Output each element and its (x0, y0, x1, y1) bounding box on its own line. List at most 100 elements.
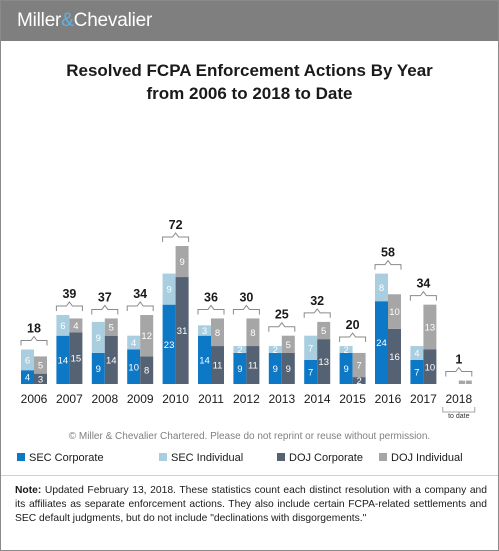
total-bracket (339, 332, 367, 343)
bar-sec-individual-2013 (268, 346, 282, 353)
bar-sec-corporate-2013 (268, 352, 282, 384)
data-label: 10 (128, 362, 139, 373)
data-label: 4 (25, 373, 30, 384)
data-label: 13 (318, 357, 329, 368)
legend-swatch (159, 453, 167, 461)
bar-sec-corporate-2016 (375, 301, 388, 384)
bar-sec-individual-2014 (304, 335, 318, 360)
data-label: 9 (166, 285, 171, 296)
total-label: 34 (133, 287, 147, 301)
note-text: Updated February 13, 2018. These statist… (15, 485, 487, 524)
bar-doj-individual-2009 (140, 315, 154, 357)
data-label: 14 (106, 355, 117, 366)
data-label: 7 (308, 367, 313, 378)
data-label: 15 (71, 354, 82, 365)
bar-sec-individual-2009 (127, 335, 141, 350)
data-label: 9 (286, 364, 291, 375)
bar-doj-individual-2010 (175, 246, 189, 278)
bar-doj-corporate-2016 (388, 328, 401, 384)
legend-label: DOJ Individual (391, 452, 463, 464)
chart-title: Resolved FCPA Enforcement Actions By Yea… (1, 59, 498, 105)
bar-sec-individual-2017 (410, 346, 424, 360)
legend-swatch (379, 453, 387, 461)
bar-sec-individual-2011 (198, 325, 211, 336)
x-tick-label: 2008 (91, 392, 118, 406)
bar-chart: 4635182006146154392007991453720081048123… (20, 218, 476, 420)
legend-swatch (277, 453, 285, 461)
data-label: 10 (389, 307, 400, 318)
legend-item-doj-individual: DOJ Individual (379, 452, 463, 464)
chart-legend: SEC Corporate SEC Individual DOJ Corpora… (17, 452, 487, 466)
total-label: 25 (275, 308, 289, 322)
x-tick-label: 2014 (304, 392, 331, 406)
total-bracket (374, 259, 402, 270)
data-label: 6 (25, 355, 30, 366)
total-label: 72 (169, 218, 183, 232)
bar-sec-individual-2007 (56, 315, 70, 336)
bar-doj-corporate-2012 (246, 346, 260, 384)
data-label: 1 (463, 378, 468, 389)
to-date-label: to date (448, 413, 470, 420)
x-tick-label: 2009 (127, 392, 154, 406)
total-label: 36 (204, 290, 218, 304)
total-label: 32 (310, 294, 324, 308)
total-bracket (91, 304, 119, 315)
total-bracket (409, 290, 437, 301)
data-label: 2 (237, 345, 242, 356)
x-tick-label: 2015 (339, 392, 366, 406)
total-label: 58 (381, 246, 395, 260)
data-label: 13 (425, 323, 436, 334)
total-label: 30 (239, 290, 253, 304)
data-label: 4 (73, 321, 78, 332)
bar-doj-corporate-2008 (104, 335, 118, 384)
bar-doj-individual-2006 (34, 356, 47, 374)
data-label: 2 (343, 345, 348, 356)
data-label: 5 (38, 361, 43, 372)
data-label: 7 (414, 367, 419, 378)
bar-sec-corporate-2014 (304, 359, 318, 384)
x-tick-label: 2007 (56, 392, 83, 406)
bar-sec-corporate-2012 (233, 352, 247, 384)
data-label: 5 (286, 340, 291, 351)
total-label: 18 (27, 322, 41, 336)
bar-sec-individual-2006 (21, 349, 34, 371)
x-tick-label: 2018 (445, 392, 472, 406)
data-label: 8 (250, 328, 255, 339)
total-bracket (232, 304, 260, 315)
data-label: 9 (237, 364, 242, 375)
legend-swatch (17, 453, 25, 461)
bar-doj-corporate-2017 (423, 349, 437, 384)
bar-doj-individual-2014 (317, 321, 331, 340)
data-label: 7 (308, 343, 313, 354)
bar-sec-corporate-2010 (162, 304, 176, 384)
bar-doj-individual-2018 (458, 380, 472, 384)
total-label: 39 (62, 287, 76, 301)
bar-doj-individual-2007 (69, 318, 83, 333)
data-label: 5 (321, 326, 326, 337)
chart-title-line-1: Resolved FCPA Enforcement Actions By Yea… (66, 61, 433, 80)
copyright-notice: © Miller & Chevalier Chartered. Please d… (68, 431, 431, 442)
to-date-bracket (442, 407, 476, 413)
data-label: 8 (144, 366, 149, 377)
data-label: 2 (356, 376, 361, 387)
legend-item-sec-individual: SEC Individual (159, 452, 243, 464)
brand-name-right: Chevalier (73, 10, 153, 31)
bar-doj-individual-2016 (388, 294, 401, 329)
note-label: Note: (15, 485, 42, 496)
bar-doj-corporate-2013 (281, 352, 295, 384)
data-label: 2 (273, 345, 278, 356)
data-label: 16 (389, 352, 400, 363)
total-bracket (445, 366, 473, 377)
data-label: 12 (141, 331, 152, 342)
data-label: 9 (96, 364, 101, 375)
bar-sec-individual-2012 (233, 346, 247, 353)
total-bracket (126, 301, 154, 311)
data-label: 4 (131, 338, 136, 349)
total-bracket (268, 321, 296, 332)
total-label: 37 (98, 290, 112, 304)
bar-doj-corporate-2007 (69, 332, 83, 384)
brand-ampersand: & (61, 10, 74, 31)
x-tick-label: 2017 (410, 392, 437, 406)
bar-sec-individual-2016 (375, 273, 388, 302)
